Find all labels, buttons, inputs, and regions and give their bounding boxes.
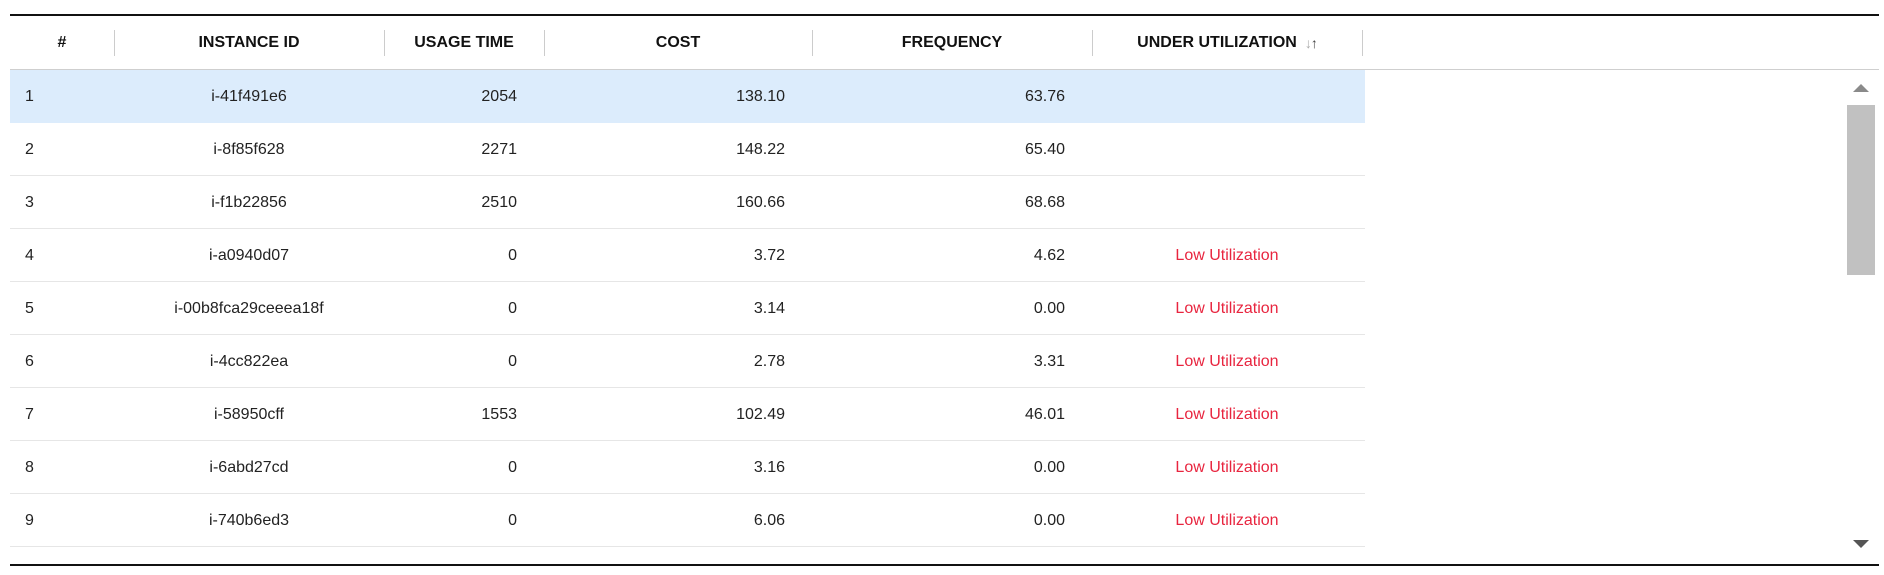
cell-cost: 160.66 bbox=[736, 193, 785, 211]
column-resize-handle[interactable] bbox=[384, 30, 385, 56]
column-resize-handle[interactable] bbox=[1092, 30, 1093, 56]
column-header-frequency-label: FREQUENCY bbox=[901, 33, 1003, 51]
scrollbar-thumb[interactable] bbox=[1847, 105, 1875, 275]
column-header-under-utilization-label: UNDER UTILIZATION bbox=[1137, 33, 1297, 51]
scroll-up-icon[interactable] bbox=[1853, 84, 1869, 92]
table-row[interactable]: 1 i-41f491e6 2054 138.10 63.76 bbox=[10, 70, 1365, 123]
table-top-rule bbox=[10, 14, 1879, 16]
column-header-usage-time[interactable]: USAGE TIME bbox=[384, 16, 544, 69]
cell-under-utilization: Low Utilization bbox=[1175, 405, 1279, 423]
cell-instance-id: i-f1b22856 bbox=[211, 193, 287, 211]
column-header-usage-time-label: USAGE TIME bbox=[414, 33, 514, 51]
cell-under-utilization bbox=[1092, 123, 1362, 176]
table-row[interactable]: 5 i-00b8fca29ceeea18f 0 3.14 0.00 Low Ut… bbox=[10, 282, 1365, 335]
cell-usage-time: 0 bbox=[508, 299, 517, 317]
cell-cost: 3.16 bbox=[753, 458, 785, 476]
cell-usage-time: 0 bbox=[508, 246, 517, 264]
cell-instance-id: i-8f85f628 bbox=[213, 140, 285, 158]
cell-instance-id: i-41f491e6 bbox=[211, 87, 287, 105]
table-bottom-rule bbox=[10, 564, 1879, 566]
cell-num: 3 bbox=[25, 193, 34, 211]
column-header-num-label: # bbox=[57, 33, 67, 51]
cell-under-utilization bbox=[1092, 70, 1362, 123]
cell-num: 5 bbox=[25, 299, 34, 317]
cell-cost: 6.06 bbox=[753, 511, 785, 529]
cell-under-utilization: Low Utilization bbox=[1175, 458, 1279, 476]
cell-frequency: 68.68 bbox=[1024, 193, 1065, 211]
cell-frequency: 0.00 bbox=[1033, 458, 1065, 476]
cell-usage-time: 1553 bbox=[481, 405, 517, 423]
cell-instance-id: i-58950cff bbox=[214, 405, 284, 423]
column-header-num[interactable]: # bbox=[10, 16, 114, 69]
table-row[interactable]: 6 i-4cc822ea 0 2.78 3.31 Low Utilization bbox=[10, 335, 1365, 388]
column-header-frequency[interactable]: FREQUENCY bbox=[812, 16, 1092, 69]
cell-num: 4 bbox=[25, 246, 34, 264]
cell-usage-time: 0 bbox=[508, 458, 517, 476]
column-header-instance-id-label: INSTANCE ID bbox=[198, 33, 300, 51]
cell-frequency: 46.01 bbox=[1024, 405, 1065, 423]
cell-frequency: 0.00 bbox=[1033, 511, 1065, 529]
table-body: 1 i-41f491e6 2054 138.10 63.76 2 i-8f85f… bbox=[10, 70, 1365, 554]
cell-instance-id: i-740b6ed3 bbox=[208, 511, 290, 529]
cell-usage-time: 2510 bbox=[481, 193, 517, 211]
sort-down-icon: ↓ bbox=[1304, 34, 1312, 51]
cell-instance-id: i-a0940d07 bbox=[208, 246, 290, 264]
table-header: # INSTANCE ID USAGE TIME COST FREQUENCY … bbox=[10, 16, 1879, 70]
cell-frequency: 63.76 bbox=[1024, 87, 1065, 105]
column-resize-handle[interactable] bbox=[812, 30, 813, 56]
cell-frequency: 4.62 bbox=[1033, 246, 1065, 264]
cell-under-utilization: Low Utilization bbox=[1175, 299, 1279, 317]
cell-num: 2 bbox=[25, 140, 34, 158]
sort-icon[interactable]: ↓↑ bbox=[1304, 34, 1318, 51]
cell-under-utilization: Low Utilization bbox=[1175, 511, 1279, 529]
cell-num: 9 bbox=[25, 511, 34, 529]
cell-num: 6 bbox=[25, 352, 34, 370]
cell-frequency: 65.40 bbox=[1024, 140, 1065, 158]
cell-usage-time: 2054 bbox=[481, 87, 517, 105]
cell-frequency: 3.31 bbox=[1033, 352, 1065, 370]
vertical-scrollbar[interactable] bbox=[1846, 78, 1876, 554]
table-row[interactable]: 9 i-740b6ed3 0 6.06 0.00 Low Utilization bbox=[10, 494, 1365, 547]
column-header-cost-label: COST bbox=[655, 33, 701, 51]
table-row[interactable]: 8 i-6abd27cd 0 3.16 0.00 Low Utilization bbox=[10, 441, 1365, 494]
cell-cost: 3.14 bbox=[753, 299, 785, 317]
column-header-instance-id[interactable]: INSTANCE ID bbox=[114, 16, 384, 69]
table-row[interactable]: 3 i-f1b22856 2510 160.66 68.68 bbox=[10, 176, 1365, 229]
cell-num: 7 bbox=[25, 405, 34, 423]
cell-usage-time: 0 bbox=[508, 511, 517, 529]
column-header-cost[interactable]: COST bbox=[544, 16, 812, 69]
cell-under-utilization bbox=[1092, 176, 1362, 229]
table-row[interactable]: 2 i-8f85f628 2271 148.22 65.40 bbox=[10, 123, 1365, 176]
cell-usage-time: 0 bbox=[508, 352, 517, 370]
column-resize-handle[interactable] bbox=[114, 30, 115, 56]
column-resize-handle[interactable] bbox=[544, 30, 545, 56]
column-header-under-utilization[interactable]: UNDER UTILIZATION ↓↑ bbox=[1092, 16, 1362, 69]
cell-instance-id: i-4cc822ea bbox=[209, 352, 289, 370]
column-resize-handle[interactable] bbox=[1362, 30, 1363, 56]
cell-num: 1 bbox=[25, 87, 34, 105]
cell-num: 8 bbox=[25, 458, 34, 476]
cell-under-utilization: Low Utilization bbox=[1175, 246, 1279, 264]
cell-frequency: 0.00 bbox=[1033, 299, 1065, 317]
cell-instance-id: i-6abd27cd bbox=[209, 458, 289, 476]
cell-cost: 2.78 bbox=[753, 352, 785, 370]
cell-usage-time: 2271 bbox=[481, 140, 517, 158]
cell-cost: 3.72 bbox=[753, 246, 785, 264]
scroll-down-icon[interactable] bbox=[1853, 540, 1869, 548]
table-row[interactable]: 4 i-a0940d07 0 3.72 4.62 Low Utilization bbox=[10, 229, 1365, 282]
table-row[interactable]: 7 i-58950cff 1553 102.49 46.01 Low Utili… bbox=[10, 388, 1365, 441]
cell-cost: 148.22 bbox=[736, 140, 785, 158]
sort-up-icon: ↑ bbox=[1310, 34, 1318, 51]
cell-under-utilization: Low Utilization bbox=[1175, 352, 1279, 370]
cell-instance-id: i-00b8fca29ceeea18f bbox=[174, 299, 324, 317]
cell-cost: 138.10 bbox=[736, 87, 785, 105]
cell-cost: 102.49 bbox=[736, 405, 785, 423]
